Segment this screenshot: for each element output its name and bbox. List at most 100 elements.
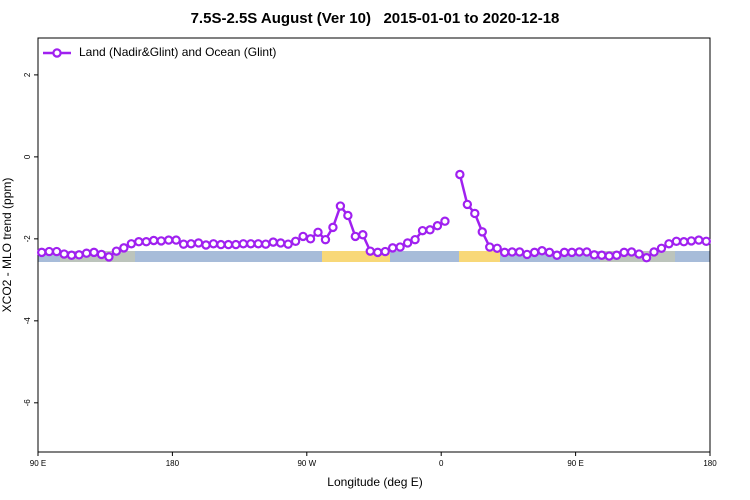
- data-point: [37, 247, 47, 258]
- x-tick-label: 90 W: [297, 459, 316, 468]
- y-tick-label: -2: [23, 235, 32, 243]
- data-point: [373, 247, 383, 258]
- data-point: [634, 249, 644, 259]
- data-point: [246, 239, 256, 249]
- data-point: [89, 247, 99, 258]
- y-tick-label: 2: [23, 72, 32, 77]
- data-point: [313, 227, 323, 237]
- data-point: [440, 216, 450, 226]
- data-point: [134, 237, 144, 247]
- data-point: [380, 246, 390, 257]
- data-point: [641, 253, 652, 263]
- data-point: [417, 225, 428, 236]
- data-point: [701, 236, 711, 247]
- data-point: [74, 250, 84, 260]
- plot-frame: [37, 37, 711, 453]
- legend-label: Land (Nadir&Glint) and Ocean (Glint): [79, 45, 276, 59]
- data-point: [126, 239, 137, 249]
- data-point: [149, 235, 159, 246]
- data-point: [163, 235, 174, 245]
- data-point: [350, 231, 361, 242]
- data-point: [231, 239, 241, 250]
- data-point: [485, 242, 495, 252]
- data-point: [522, 249, 532, 260]
- data-point: [275, 238, 286, 248]
- y-tick-label: 0: [23, 154, 32, 159]
- data-point: [529, 247, 540, 258]
- data-point: [582, 247, 592, 257]
- data-point: [261, 239, 271, 249]
- data-point: [186, 239, 196, 249]
- data-point: [604, 251, 614, 261]
- data-point: [66, 250, 77, 260]
- data-point: [567, 247, 577, 258]
- data-point: [432, 221, 443, 231]
- data-point: [51, 246, 62, 257]
- chart-title: 7.5S-2.5S August (Ver 10) 2015-01-01 to …: [191, 10, 560, 27]
- data-point: [626, 247, 637, 257]
- data-point: [223, 239, 234, 250]
- data-point: [559, 247, 570, 258]
- data-point: [216, 239, 226, 250]
- data-point: [193, 238, 204, 248]
- data-point: [537, 246, 547, 256]
- x-tick-label: 0: [439, 459, 444, 468]
- data-point: [268, 237, 278, 247]
- data-point: [343, 210, 353, 221]
- data-point: [544, 247, 555, 258]
- data-point: [671, 236, 682, 247]
- data-point: [119, 243, 129, 253]
- data-point: [552, 250, 562, 260]
- data-point: [178, 239, 189, 249]
- data-point: [387, 243, 398, 253]
- data-point: [335, 201, 346, 211]
- data-point: [111, 246, 122, 256]
- data-point: [290, 236, 301, 247]
- data-point: [656, 243, 667, 253]
- data-point: [201, 240, 211, 250]
- data-point: [455, 169, 465, 180]
- data-point: [81, 248, 92, 258]
- data-point: [492, 243, 502, 253]
- data-point: [611, 250, 622, 260]
- data-point: [358, 230, 368, 240]
- data-point: [686, 236, 697, 246]
- data-point: [171, 235, 181, 245]
- data-point: [328, 222, 338, 233]
- data-point: [410, 234, 420, 245]
- data-point: [208, 239, 219, 249]
- data-point: [470, 208, 480, 219]
- data-point: [320, 234, 331, 245]
- data-point: [253, 239, 263, 249]
- data-point: [597, 250, 607, 260]
- data-point: [283, 239, 293, 249]
- x-axis-label: Longitude (deg E): [327, 475, 422, 489]
- data-point: [649, 247, 659, 257]
- data-point: [694, 235, 704, 245]
- land-band: [459, 251, 500, 262]
- x-tick-label: 180: [703, 459, 717, 468]
- data-point: [104, 252, 114, 262]
- data-point: [462, 199, 473, 210]
- data-point: [664, 239, 674, 249]
- data-point: [477, 227, 487, 237]
- data-point: [619, 247, 629, 258]
- y-tick-label: -4: [23, 317, 32, 325]
- y-axis-label: XCO2 - MLO trend (ppm): [0, 178, 14, 313]
- data-point: [305, 234, 316, 244]
- legend-marker: [52, 48, 62, 58]
- data-point: [425, 225, 435, 235]
- data-point: [59, 249, 69, 259]
- data-point: [402, 238, 413, 248]
- data-point: [298, 231, 308, 242]
- x-tick-label: 90 E: [30, 459, 46, 468]
- data-point: [96, 249, 107, 260]
- data-point: [141, 237, 151, 247]
- data-point: [589, 250, 599, 260]
- x-tick-label: 180: [166, 459, 180, 468]
- y-tick-label: -6: [23, 399, 32, 407]
- data-point: [238, 239, 249, 249]
- data-point: [365, 246, 375, 256]
- x-tick-label: 90 E: [567, 459, 583, 468]
